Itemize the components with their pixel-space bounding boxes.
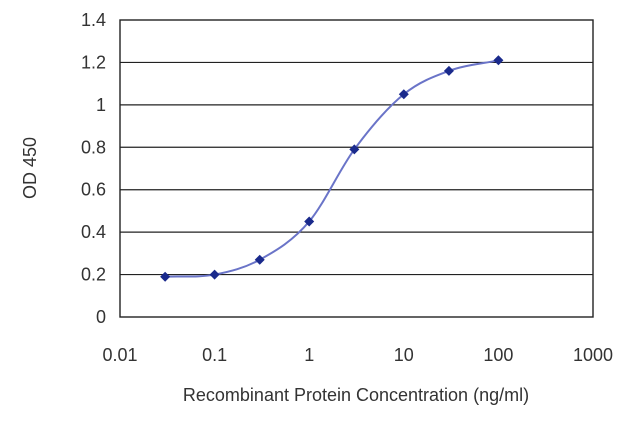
fit-curve-line (165, 59, 499, 278)
y-tick-label: 0.6 (81, 180, 106, 200)
x-tick-label: 1000 (573, 345, 613, 365)
y-tick-label: 0.8 (81, 137, 106, 157)
grid-lines (120, 61, 593, 276)
data-points (160, 55, 504, 282)
x-tick-label: 10 (394, 345, 414, 365)
y-tick-label: 0.2 (81, 265, 106, 285)
data-point (349, 144, 360, 155)
y-tick-label: 0 (96, 307, 106, 327)
x-tick-label: 100 (483, 345, 513, 365)
data-point (443, 65, 454, 76)
plot-frame (119, 19, 594, 318)
x-tick-label: 1 (304, 345, 314, 365)
x-tick-label: 0.01 (102, 345, 137, 365)
y-tick-labels: 0 0.2 0.4 0.6 0.8 1 1.2 1.4 (81, 10, 106, 327)
y-tick-label: 0.4 (81, 222, 106, 242)
x-tick-label: 0.1 (202, 345, 227, 365)
data-point (209, 269, 220, 280)
fit-curve (165, 59, 499, 278)
y-axis-label: OD 450 (20, 137, 40, 199)
x-tick-labels: 0.01 0.1 1 10 100 1000 (102, 345, 613, 365)
y-tick-label: 1.2 (81, 52, 106, 72)
data-point (398, 89, 409, 100)
data-point (160, 271, 171, 282)
x-axis-label: Recombinant Protein Concentration (ng/ml… (183, 385, 529, 405)
y-tick-label: 1 (96, 95, 106, 115)
data-point (304, 216, 315, 227)
data-point (254, 254, 265, 265)
y-tick-label: 1.4 (81, 10, 106, 30)
data-point (493, 55, 504, 66)
